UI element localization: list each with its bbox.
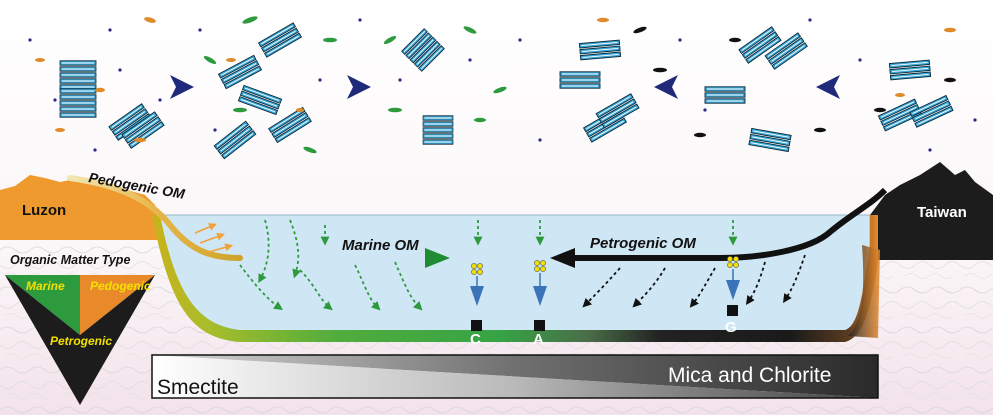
petrogenic-om-arrowhead [550, 248, 575, 268]
seafloor-sediment [152, 215, 878, 342]
smectite-wedge [152, 355, 878, 398]
transport-direction-arrows [170, 75, 840, 99]
legend-petrogenic-label: Petrogenic [50, 334, 112, 348]
marine-om-arrowhead [425, 248, 450, 268]
legend-marine-label: Marine [26, 279, 65, 293]
site-a-label: A [533, 331, 544, 348]
petrogenic-settling-arrows [582, 254, 806, 308]
site-g-label: G [725, 319, 737, 336]
left-arrow-1 [654, 75, 678, 99]
legend-pedogenic-label: Pedogenic [90, 279, 151, 293]
legend-petrogenic-wedge [5, 275, 155, 405]
taiwan-landmass [870, 162, 993, 260]
mica-chlorite-label: Mica and Chlorite [668, 364, 831, 387]
marine-settling-arrows [239, 219, 738, 311]
core-site-g [726, 256, 740, 316]
right-arrow-2 [347, 75, 371, 99]
sea-water [159, 214, 871, 336]
core-site-a [533, 260, 547, 331]
pedogenic-om-path [67, 175, 243, 261]
smectite-label: Smectite [157, 376, 239, 399]
luzon-label: Luzon [22, 202, 66, 219]
petrogenic-om-arrow [570, 187, 888, 261]
right-arrow-1 [170, 75, 194, 99]
taiwan-slope [848, 245, 880, 338]
om-type-legend [5, 275, 155, 405]
taiwan-label: Taiwan [917, 204, 967, 221]
marine-om-label: Marine OM [342, 237, 419, 254]
core-site-c [470, 263, 484, 331]
clay-mineral-gradient [151, 354, 879, 399]
om-type-title: Organic Matter Type [10, 253, 130, 267]
left-arrow-2 [816, 75, 840, 99]
petrogenic-om-label: Petrogenic OM [590, 235, 696, 252]
clay-particle-clusters [28, 16, 977, 159]
site-c-label: C [470, 331, 481, 348]
